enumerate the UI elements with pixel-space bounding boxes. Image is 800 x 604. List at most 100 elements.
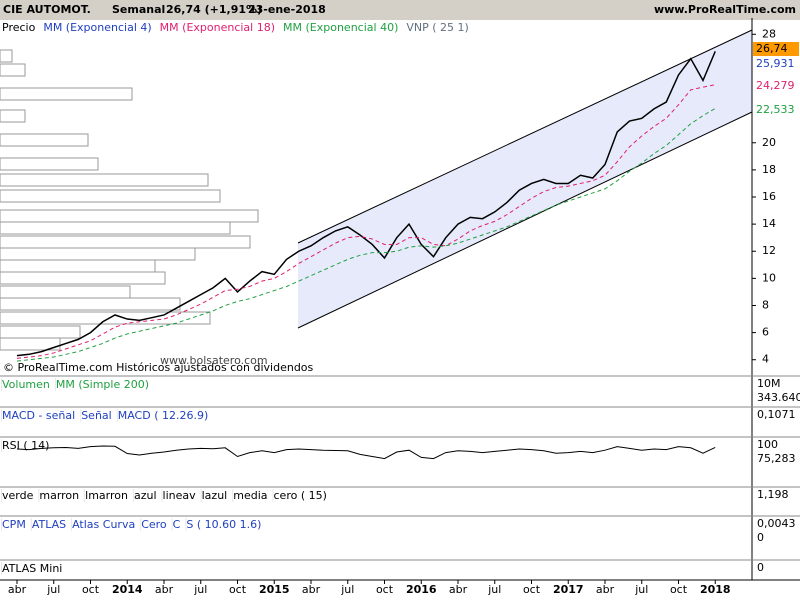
- panel-axis-label: 100: [757, 438, 778, 451]
- last-change: 26,74 (+1,91%): [166, 3, 262, 16]
- panel-label-bg: [38, 489, 40, 502]
- x-tick-label: jul: [46, 583, 60, 596]
- watermark: www.bolsatero.com: [160, 354, 268, 367]
- x-tick-label: 2018: [700, 583, 731, 596]
- x-tick-label: jul: [340, 583, 354, 596]
- panel-label: MACD ( 12.26.9): [118, 409, 209, 422]
- legend-entry: MM (Exponencial 40): [283, 21, 398, 34]
- panel-label-bg: [185, 518, 187, 531]
- panel-label-bg: [1, 518, 2, 531]
- panel-label-bg: [232, 489, 234, 502]
- value-box: [753, 103, 799, 117]
- x-tick-label: jul: [193, 583, 207, 596]
- panel-label-bg: [272, 489, 274, 502]
- y-tick-label: 10: [762, 271, 776, 284]
- value-label: 26,74: [756, 42, 788, 55]
- panel-label: MACD - señal: [2, 409, 75, 422]
- rsi-line: [16, 445, 716, 460]
- panel-label: RSI ( 14): [2, 439, 49, 452]
- panel-label-bg: [132, 489, 134, 502]
- series-line: [16, 108, 716, 362]
- panel-label-bg: [80, 409, 82, 422]
- channel-fill: [298, 30, 752, 328]
- panel-label-bg: [1, 439, 2, 452]
- panel-label-bg: [200, 489, 202, 502]
- legend-entry: MM (Exponencial 4): [43, 21, 151, 34]
- y-tick-label: 16: [762, 190, 776, 203]
- value-label: 25,931: [756, 57, 795, 70]
- y-tick-label: 4: [762, 353, 769, 366]
- x-tick-label: 2016: [406, 583, 437, 596]
- panel-label-bg: [140, 518, 142, 531]
- panel-label: lmarron: [85, 489, 128, 502]
- value-box: [753, 79, 799, 93]
- panel-label: Volumen: [2, 378, 50, 391]
- panel-label: ATLAS: [32, 518, 66, 531]
- title: CIE AUTOMOT.: [3, 3, 91, 16]
- date: 23-ene-2018: [248, 3, 326, 16]
- legend-entry: Precio: [2, 21, 36, 34]
- panel-axis-label: 0: [757, 561, 764, 574]
- y-tick-label: 14: [762, 217, 776, 230]
- panel-axis-label: 343.640: [757, 391, 800, 404]
- legend-entry: VNP ( 25 1): [406, 21, 468, 34]
- panel-label: marron: [39, 489, 79, 502]
- panel-axis-label: 10M: [757, 377, 781, 390]
- x-tick-label: 2014: [112, 583, 143, 596]
- y-tick-label: 8: [762, 298, 769, 311]
- panel-label: CPM: [2, 518, 26, 531]
- x-tick-label: oct: [229, 583, 247, 596]
- y-tick-label: 20: [762, 136, 776, 149]
- panel-axis-label: 0: [757, 531, 764, 544]
- panel-label-bg: [1, 489, 2, 502]
- panel-label-bg: [171, 518, 173, 531]
- panel-label-bg: [1, 409, 2, 422]
- panel-label-bg: [30, 518, 32, 531]
- panel-label-bg: [71, 518, 73, 531]
- x-tick-label: oct: [523, 583, 541, 596]
- panel-label: azul: [134, 489, 157, 502]
- x-tick-label: abr: [302, 583, 321, 596]
- panel-label-bg: [54, 378, 56, 391]
- panel-axis-label: 75,283: [757, 452, 796, 465]
- panel-label: media: [233, 489, 267, 502]
- channel-top: [297, 29, 753, 244]
- x-tick-label: 2015: [259, 583, 290, 596]
- panel-label-bg: [161, 489, 163, 502]
- x-tick-label: abr: [596, 583, 615, 596]
- site: www.ProRealTime.com: [654, 3, 796, 16]
- y-tick-label: 6: [762, 326, 769, 339]
- series-line: [16, 51, 716, 357]
- x-tick-label: abr: [155, 583, 174, 596]
- panel-label-bg: [1, 378, 2, 391]
- value-label: 22,533: [756, 103, 795, 116]
- panel-label-bg: [1, 562, 2, 575]
- panel-label: Atlas Curva: [72, 518, 135, 531]
- x-tick-label: 2017: [553, 583, 584, 596]
- value-box: [753, 42, 799, 56]
- y-tick-label: 18: [762, 163, 776, 176]
- panel-label: S ( 10.60 1.6): [186, 518, 261, 531]
- channel-bottom: [297, 111, 753, 329]
- panel-label: Cero: [141, 518, 167, 531]
- x-tick-label: oct: [376, 583, 394, 596]
- value-box: [753, 57, 799, 71]
- panel-axis-label: 0,0043: [757, 517, 796, 530]
- panel-axis-label: 0,1071: [757, 408, 796, 421]
- panel-label: ATLAS Mini: [2, 562, 62, 575]
- x-tick-label: abr: [8, 583, 27, 596]
- x-tick-label: oct: [670, 583, 688, 596]
- series-line: [16, 84, 716, 359]
- period: Semanal: [112, 3, 165, 16]
- volume-profile: [0, 49, 259, 351]
- panel-label: Señal: [81, 409, 112, 422]
- y-tick-label: 12: [762, 244, 776, 257]
- panel-label: C: [173, 518, 181, 531]
- panel-axis-label: 1,198: [757, 488, 789, 501]
- x-tick-label: jul: [487, 583, 501, 596]
- header-bar: [0, 0, 800, 20]
- legend-entry: MM (Exponencial 18): [160, 21, 275, 34]
- panel-label-bg: [84, 489, 86, 502]
- panel-label: MM (Simple 200): [56, 378, 149, 391]
